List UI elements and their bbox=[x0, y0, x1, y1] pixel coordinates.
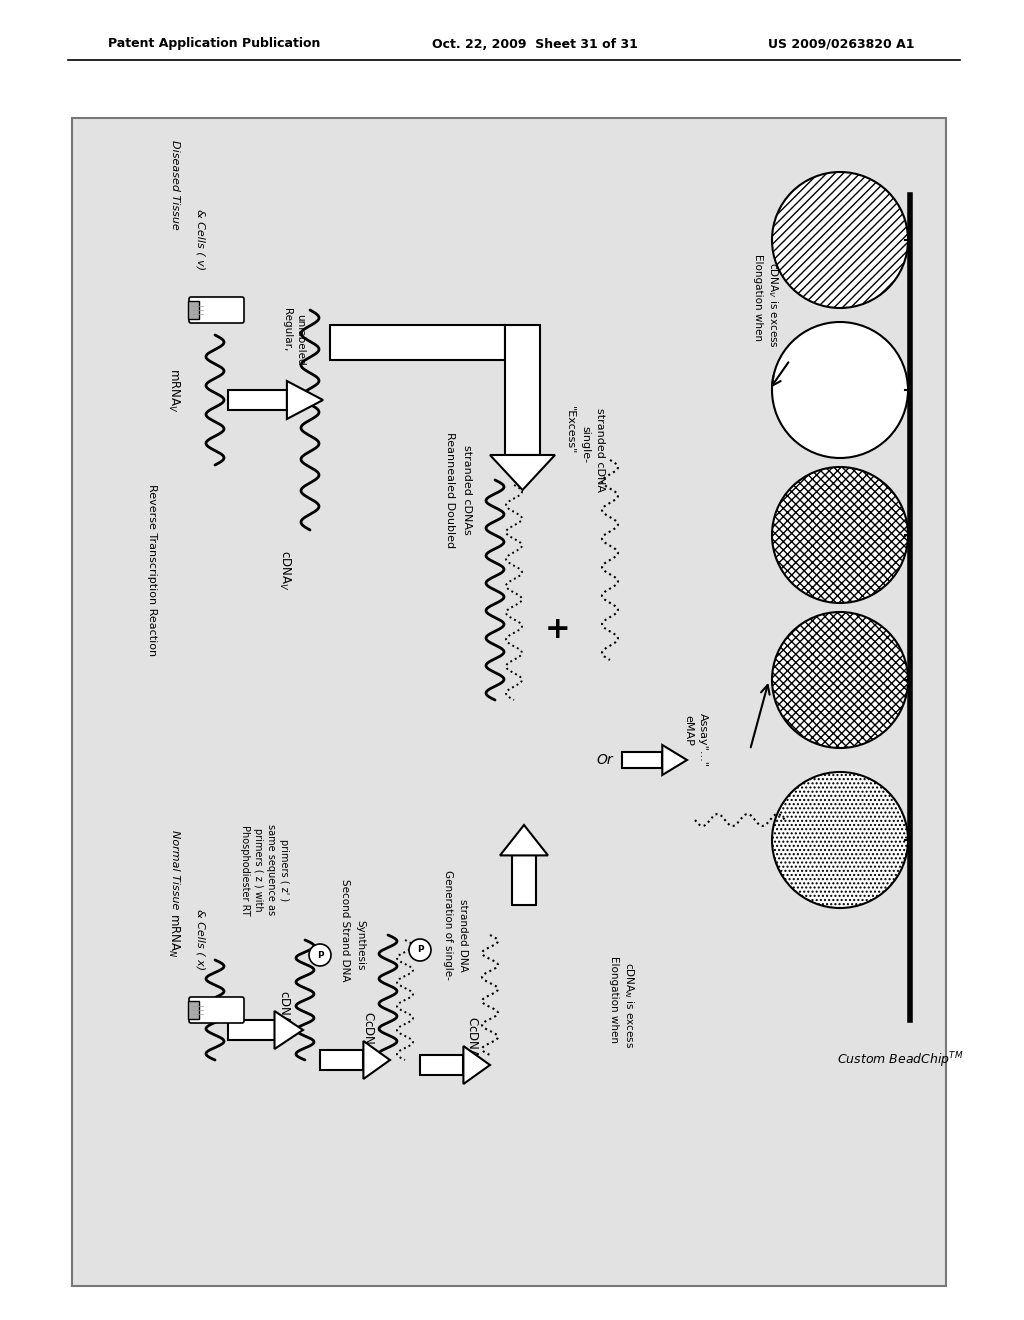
Text: mRNA$_V$: mRNA$_V$ bbox=[167, 368, 181, 412]
Bar bbox=[622, 752, 663, 768]
Text: Reverse Transcription Reaction: Reverse Transcription Reaction bbox=[147, 484, 157, 656]
Polygon shape bbox=[464, 1045, 490, 1084]
Text: stranded DNA: stranded DNA bbox=[458, 899, 468, 972]
Text: primers ( z ) with: primers ( z ) with bbox=[253, 828, 263, 912]
FancyBboxPatch shape bbox=[189, 297, 244, 323]
Text: unlabeled: unlabeled bbox=[295, 314, 305, 366]
Text: P: P bbox=[417, 945, 423, 954]
Circle shape bbox=[409, 939, 431, 961]
Text: CcDNA$_N$: CcDNA$_N$ bbox=[465, 1015, 479, 1064]
Circle shape bbox=[772, 612, 908, 748]
Bar bbox=[188, 1001, 199, 1019]
Text: CcDNA$_N$: CcDNA$_N$ bbox=[360, 1011, 376, 1060]
Text: primers ( z' ): primers ( z' ) bbox=[279, 840, 289, 902]
Text: Generation of single-: Generation of single- bbox=[443, 870, 453, 979]
Text: Phosphodiester RT: Phosphodiester RT bbox=[240, 825, 250, 915]
Text: Or: Or bbox=[597, 752, 613, 767]
Polygon shape bbox=[274, 1011, 303, 1049]
Text: Fig. 30: Fig. 30 bbox=[834, 239, 903, 257]
Circle shape bbox=[309, 944, 331, 966]
Text: P: P bbox=[316, 950, 324, 960]
Text: stranded cDNAs: stranded cDNAs bbox=[462, 445, 472, 535]
Bar bbox=[420, 1055, 464, 1074]
Text: Diseased Tissue: Diseased Tissue bbox=[170, 140, 180, 230]
Bar bbox=[319, 1051, 364, 1071]
Text: & Cells ( v): & Cells ( v) bbox=[195, 210, 205, 271]
Bar bbox=[505, 325, 540, 455]
Polygon shape bbox=[500, 825, 548, 855]
Text: & Cells ( x): & Cells ( x) bbox=[195, 909, 205, 970]
FancyBboxPatch shape bbox=[189, 997, 244, 1023]
Text: Elongation when: Elongation when bbox=[609, 957, 618, 1044]
Bar bbox=[330, 325, 505, 360]
Text: eMAP: eMAP bbox=[683, 714, 693, 746]
Circle shape bbox=[772, 322, 908, 458]
Polygon shape bbox=[364, 1041, 390, 1078]
Circle shape bbox=[772, 467, 908, 603]
Text: Elongation when: Elongation when bbox=[753, 255, 763, 342]
Text: cDNA$_V$: cDNA$_V$ bbox=[278, 549, 293, 590]
Polygon shape bbox=[490, 455, 555, 490]
Text: Reannealed Doubled: Reannealed Doubled bbox=[445, 432, 455, 548]
Text: same sequence as: same sequence as bbox=[266, 825, 276, 916]
Text: single-: single- bbox=[580, 426, 590, 463]
FancyBboxPatch shape bbox=[72, 117, 946, 1286]
Text: "Excess": "Excess" bbox=[565, 405, 575, 454]
Circle shape bbox=[772, 772, 908, 908]
Text: Custom BeadChip$^{TM}$: Custom BeadChip$^{TM}$ bbox=[837, 1051, 964, 1069]
Text: cDNA$_N$: cDNA$_N$ bbox=[276, 990, 292, 1030]
Text: Synthesis: Synthesis bbox=[355, 920, 365, 970]
Text: Second Strand DNA: Second Strand DNA bbox=[340, 879, 350, 981]
Text: Patent Application Publication: Patent Application Publication bbox=[108, 37, 321, 50]
Bar bbox=[512, 855, 537, 906]
Text: mRNA$_N$: mRNA$_N$ bbox=[167, 912, 181, 957]
Text: Oct. 22, 2009  Sheet 31 of 31: Oct. 22, 2009 Sheet 31 of 31 bbox=[432, 37, 638, 50]
Text: cDNA$_N$ is excess: cDNA$_N$ is excess bbox=[623, 962, 636, 1048]
Text: cDNA$_V$ is excess: cDNA$_V$ is excess bbox=[766, 263, 780, 348]
Text: US 2009/0263820 A1: US 2009/0263820 A1 bbox=[768, 37, 914, 50]
Bar bbox=[228, 391, 287, 411]
Text: stranded cDNA: stranded cDNA bbox=[595, 408, 605, 492]
Polygon shape bbox=[663, 744, 687, 775]
Text: Normal Tissue: Normal Tissue bbox=[170, 830, 180, 909]
Polygon shape bbox=[287, 381, 323, 418]
Text: Regular,: Regular, bbox=[282, 309, 292, 351]
Text: Assay"...": Assay"..." bbox=[698, 713, 708, 767]
Bar bbox=[228, 1020, 274, 1040]
Bar bbox=[188, 301, 199, 319]
Text: +: + bbox=[545, 615, 570, 644]
Circle shape bbox=[772, 172, 908, 308]
